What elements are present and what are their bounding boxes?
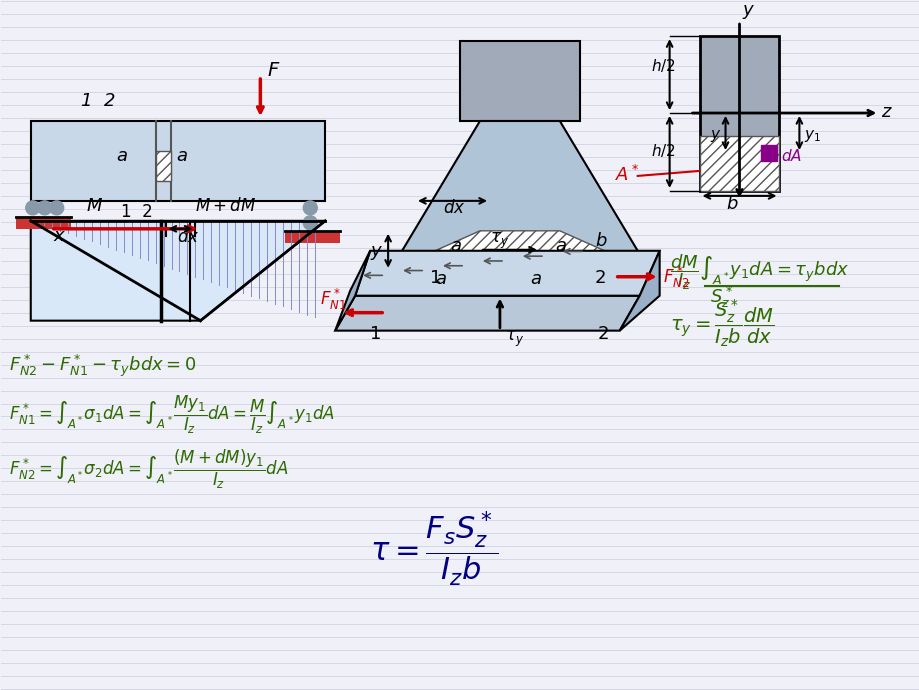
Text: $S_z^*$: $S_z^*$ [709,284,732,310]
Text: $A^*$: $A^*$ [614,165,639,185]
Bar [16,217,71,229]
Text: $\tau = \dfrac{F_s S_z^*}{I_z b}$: $\tau = \dfrac{F_s S_z^*}{I_z b}$ [369,509,498,587]
Text: $h/2$: $h/2$ [650,57,675,74]
Text: $a$: $a$ [435,270,447,288]
Text: $a$: $a$ [116,147,128,165]
Polygon shape [619,250,659,331]
Text: $F_{N2}^* = \int_{A^*}\sigma_2 dA = \int_{A^*}\dfrac{(M+dM)y_1}{I_z}dA$: $F_{N2}^* = \int_{A^*}\sigma_2 dA = \int… [9,448,288,491]
Text: $y$: $y$ [742,3,755,21]
Text: $a$: $a$ [176,147,187,165]
Polygon shape [335,296,639,331]
Text: 2: 2 [594,268,606,287]
Circle shape [38,201,51,215]
Circle shape [50,201,63,215]
Bar [30,121,325,201]
Text: $b$: $b$ [725,195,737,213]
Circle shape [303,201,317,215]
Text: $M+dM$: $M+dM$ [195,197,256,215]
Bar [460,41,579,121]
Text: $b$: $b$ [594,232,607,250]
Text: $F_{N2}^*$: $F_{N2}^*$ [662,265,688,290]
Circle shape [26,201,40,215]
Polygon shape [390,231,649,270]
Text: $\tau_y$: $\tau_y$ [490,230,508,250]
Text: $F$: $F$ [267,61,280,80]
Text: $y$: $y$ [709,128,720,144]
Text: $F_{N1}^* = \int_{A^*}\sigma_1 dA = \int_{A^*}\dfrac{My_1}{I_z}dA = \dfrac{M}{I_: $F_{N1}^* = \int_{A^*}\sigma_1 dA = \int… [9,394,335,436]
Polygon shape [30,221,325,321]
Text: $F_{N1}^*$: $F_{N1}^*$ [320,286,346,312]
Text: $M$: $M$ [85,197,103,215]
Bar [155,151,170,181]
Text: $F_{N2}^* - F_{N1}^* - \tau_y b dx = 0$: $F_{N2}^* - F_{N1}^* - \tau_y b dx = 0$ [9,353,196,379]
Polygon shape [390,121,649,270]
Circle shape [303,216,317,230]
Bar [285,231,340,243]
Text: 1: 1 [369,324,381,343]
Text: $h/2$: $h/2$ [650,142,675,159]
Text: $a$: $a$ [449,237,461,255]
Bar [698,36,778,191]
Text: $dA$: $dA$ [780,148,801,164]
Text: 2: 2 [597,324,608,343]
Text: $dx$: $dx$ [176,228,199,246]
Bar [698,136,778,191]
Text: $\tau_y$: $\tau_y$ [505,328,524,348]
Text: $y$: $y$ [369,244,383,262]
Text: $x$: $x$ [52,227,66,245]
Text: 1  2: 1 2 [120,203,153,221]
Text: $a$: $a$ [529,270,541,288]
Text: 1  2: 1 2 [81,92,115,110]
Text: $z$: $z$ [880,103,892,121]
Text: $\tau_y = \dfrac{S_z^*}{I_z b}\dfrac{dM}{dx}$: $\tau_y = \dfrac{S_z^*}{I_z b}\dfrac{dM}… [669,297,773,349]
Text: 1: 1 [429,268,441,287]
Bar [761,145,777,161]
Polygon shape [335,250,369,331]
Text: $y_1$: $y_1$ [803,128,821,144]
Text: $a$: $a$ [554,237,566,255]
Text: $dx$: $dx$ [443,199,465,217]
Polygon shape [355,250,659,296]
Text: $\dfrac{dM}{I_z}\int_{A^*} y_1 dA = \tau_y b dx$: $\dfrac{dM}{I_z}\int_{A^*} y_1 dA = \tau… [669,252,848,292]
